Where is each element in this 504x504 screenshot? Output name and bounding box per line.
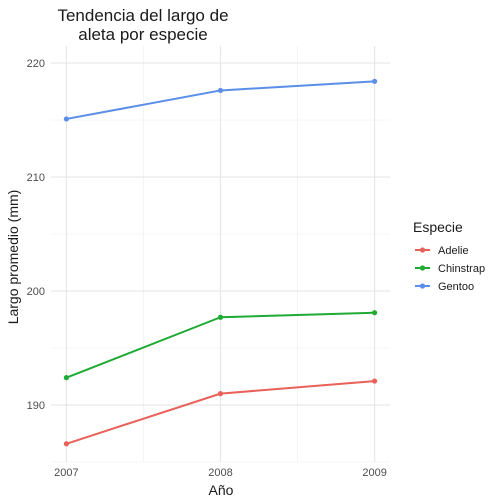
legend-title: Especie bbox=[413, 219, 463, 235]
plot-panel bbox=[51, 46, 390, 463]
legend-key-point-adelie bbox=[419, 247, 426, 253]
series-point-gentoo-2008 bbox=[217, 87, 224, 94]
y-axis-title: Largo promedio (mm) bbox=[5, 190, 21, 325]
legend-key-point-chinstrap bbox=[419, 265, 426, 271]
x-axis-title: Año bbox=[209, 482, 234, 498]
y-axis-ticks: 190 200 210 220 bbox=[27, 58, 45, 412]
series-point-adelie-2009 bbox=[371, 378, 378, 384]
series-points bbox=[63, 78, 378, 447]
y-tick-label-1: 200 bbox=[27, 286, 45, 298]
x-tick-label-0: 2007 bbox=[54, 467, 78, 479]
series-point-gentoo-2007 bbox=[63, 116, 70, 122]
y-tick-label-0: 190 bbox=[27, 400, 45, 412]
x-tick-label-1: 2008 bbox=[208, 467, 232, 479]
y-tick-label-3: 220 bbox=[27, 58, 45, 70]
x-axis-ticks: 2007 2008 2009 bbox=[54, 467, 387, 479]
chart-title-line-1: Tendencia del largo de bbox=[57, 6, 228, 25]
x-tick-label-2: 2009 bbox=[362, 467, 386, 479]
series-point-adelie-2007 bbox=[63, 441, 70, 447]
series-point-chinstrap-2009 bbox=[371, 310, 378, 316]
series-point-chinstrap-2008 bbox=[217, 314, 224, 320]
legend-label-adelie: Adelie bbox=[438, 245, 469, 257]
legend-key-point-gentoo bbox=[419, 283, 426, 289]
grid-major bbox=[51, 46, 390, 462]
series-point-adelie-2008 bbox=[217, 391, 224, 397]
y-tick-label-2: 210 bbox=[27, 172, 45, 184]
chart-title: Tendencia del largo de aleta por especie bbox=[57, 6, 228, 44]
legend-items: Adelie Chinstrap Gentoo bbox=[415, 245, 485, 293]
chart-title-line-2: aleta por especie bbox=[78, 25, 207, 44]
series-point-chinstrap-2007 bbox=[63, 375, 70, 381]
series-point-gentoo-2009 bbox=[371, 78, 378, 84]
legend: Especie Adelie Chinstrap Gentoo bbox=[413, 219, 485, 293]
legend-label-chinstrap: Chinstrap bbox=[438, 263, 485, 275]
legend-label-gentoo: Gentoo bbox=[438, 281, 474, 293]
